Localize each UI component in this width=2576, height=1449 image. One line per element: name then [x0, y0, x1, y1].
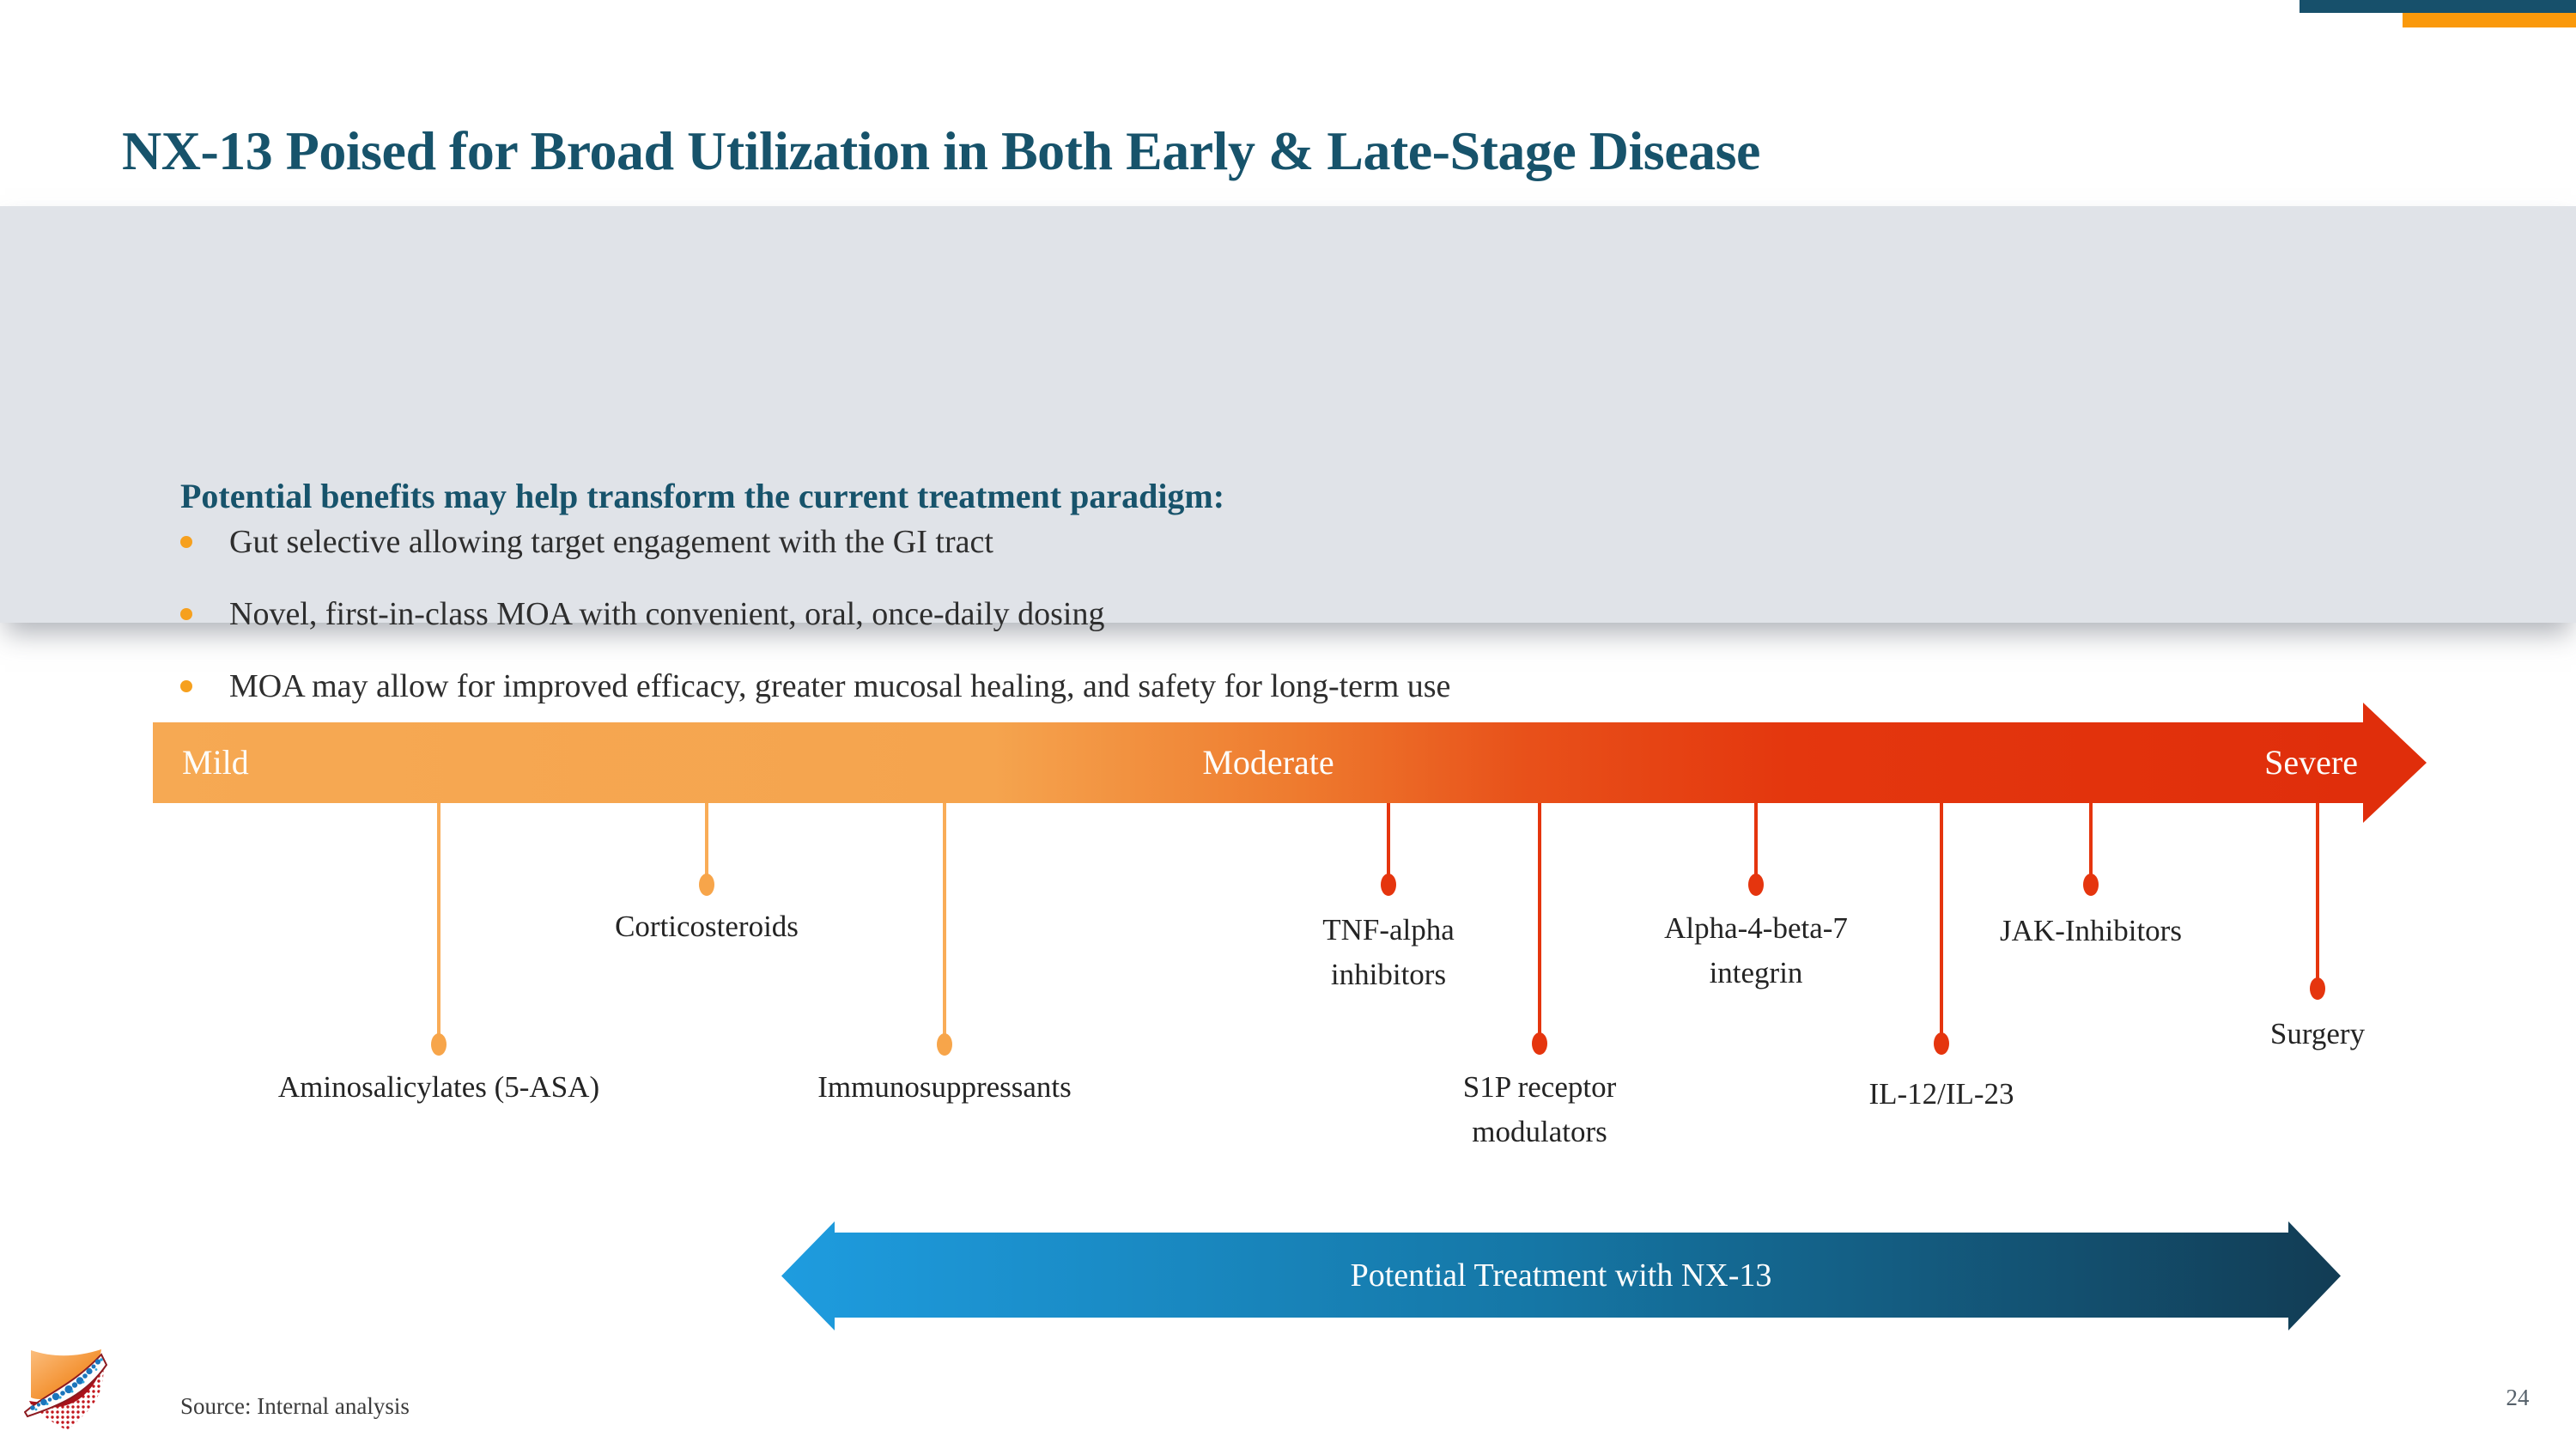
treatment-connector-dot	[2083, 874, 2099, 896]
treatment-connector-dot	[937, 1033, 952, 1056]
source-note: Source: Internal analysis	[180, 1393, 410, 1419]
treatment-connector-dot	[1532, 1032, 1547, 1055]
treatment-connector-line	[943, 803, 946, 1044]
benefits-heading: Potential benefits may help transform th…	[180, 477, 1225, 516]
treatment-label: S1P receptor modulators	[1462, 1070, 1617, 1148]
treatment-label: Surgery	[2269, 1017, 2366, 1050]
treatment-label: Corticosteroids	[615, 910, 799, 943]
severity-label-mild: Mild	[182, 743, 249, 782]
treatment-connector-dot	[1934, 1032, 1949, 1055]
severity-arrow: Mild Moderate Severe	[153, 722, 2363, 803]
treatment-connector-line	[1387, 803, 1390, 885]
treatment-connector-line	[2316, 803, 2319, 989]
benefit-bullet-item: Novel, first-in-class MOA with convenien…	[180, 578, 1711, 650]
treatment-label: TNF-alpha inhibitors	[1322, 913, 1455, 991]
treatment-connector-dot	[699, 874, 714, 896]
severity-arrowhead-icon	[2363, 703, 2427, 823]
treatment-label: Alpha-4-beta-7 integrin	[1664, 911, 1848, 989]
treatment-connector-dot	[1381, 874, 1396, 896]
treatment-label: Immunosuppressants	[817, 1070, 1072, 1104]
company-shield-logo-icon	[24, 1349, 108, 1431]
treatment-label: JAK-Inhibitors	[2000, 914, 2182, 947]
nx13-arrow-label: Potential Treatment with NX-13	[1350, 1257, 1772, 1294]
treatment-connector-line	[437, 803, 440, 1044]
page-title: NX-13 Poised for Broad Utilization in Bo…	[122, 119, 1760, 181]
benefit-bullet-item: Gut selective allowing target engagement…	[180, 506, 1711, 578]
treatment-label: Aminosalicylates (5-ASA)	[277, 1070, 600, 1104]
severity-label-severe: Severe	[2264, 743, 2358, 782]
severity-label-moderate: Moderate	[1202, 743, 1334, 782]
treatment-connector-line	[1940, 803, 1943, 1044]
nx13-treatment-arrow: Potential Treatment with NX-13	[781, 1221, 2341, 1330]
treatment-connector-dot	[431, 1033, 447, 1056]
bullet-dot-icon	[180, 680, 192, 692]
corner-accent-orange-bar	[2403, 13, 2576, 27]
treatment-connector-dot	[1748, 874, 1764, 896]
treatment-label: IL-12/IL-23	[1868, 1077, 2014, 1111]
treatment-connector-line	[705, 803, 708, 885]
bullet-dot-icon	[180, 608, 192, 620]
page-number: 24	[2506, 1385, 2530, 1410]
treatment-connector-line	[1538, 803, 1541, 1044]
bullet-dot-icon	[180, 536, 192, 548]
corner-accent-teal-bar	[2300, 0, 2576, 13]
treatment-connector-line	[1754, 803, 1758, 885]
treatment-connector-line	[2089, 803, 2093, 885]
benefit-bullet-item: MOA may allow for improved efficacy, gre…	[180, 650, 1711, 722]
treatment-connector-dot	[2310, 977, 2325, 1000]
benefits-panel: Potential benefits may help transform th…	[0, 206, 2576, 776]
